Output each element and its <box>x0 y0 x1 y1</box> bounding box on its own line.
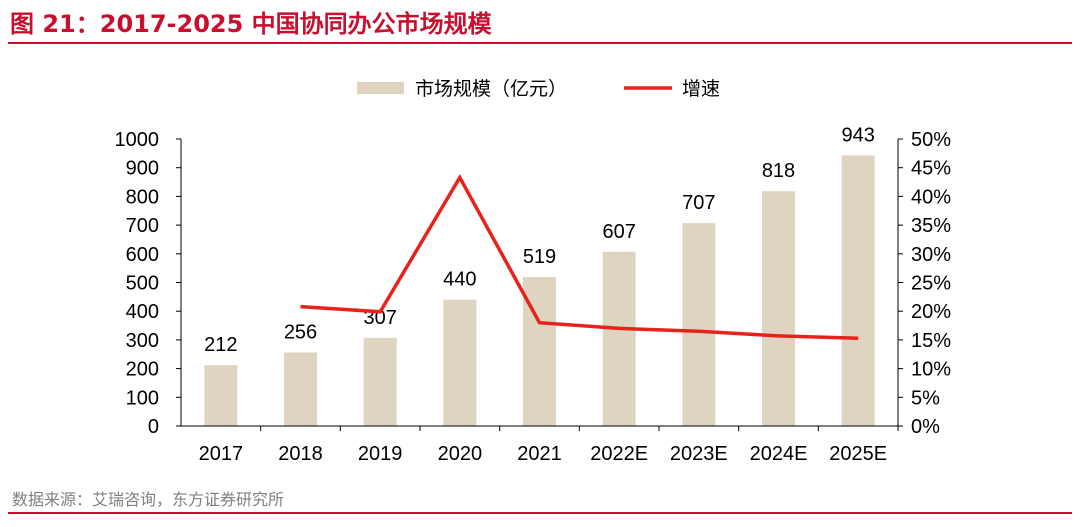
bar-label-2024E: 818 <box>762 160 795 182</box>
y-right-tick-label: 35% <box>911 215 951 237</box>
legend-label-bar: 市场规模（亿元） <box>415 78 567 100</box>
y-left-tick-label: 900 <box>126 158 159 180</box>
y-right-tick-label: 45% <box>911 158 951 180</box>
x-tick-label-2021: 2021 <box>517 443 562 465</box>
y-right-tick-label: 40% <box>911 186 951 208</box>
y-right-tick-label: 5% <box>911 387 940 409</box>
bar-2018 <box>284 352 317 426</box>
bar-2019 <box>363 337 397 426</box>
bar-2025E <box>841 155 875 426</box>
y-left-tick-label: 100 <box>126 387 159 409</box>
y-left-tick-label: 1000 <box>115 129 160 151</box>
x-tick-label-2025E: 2025E <box>829 443 887 465</box>
y-right-tick-label: 30% <box>911 244 951 266</box>
bar-2017 <box>204 365 238 426</box>
y-left-tick-label: 600 <box>126 244 159 266</box>
y-right-tick-label: 0% <box>911 416 940 438</box>
bar-label-2025E: 943 <box>841 124 874 146</box>
bar-2022E <box>602 251 636 426</box>
y-left-tick-label: 500 <box>126 273 159 295</box>
bar-2023E <box>682 223 716 426</box>
x-tick-label-2018: 2018 <box>278 443 323 465</box>
y-left-tick-label: 400 <box>126 301 159 323</box>
y-right-tick-label: 50% <box>911 129 951 151</box>
x-tick-label-2023E: 2023E <box>670 443 728 465</box>
x-tick-label-2020: 2020 <box>438 443 483 465</box>
x-tick-label-2024E: 2024E <box>750 443 808 465</box>
legend-label-line: 增速 <box>682 78 720 100</box>
bar-label-2018: 256 <box>284 322 317 344</box>
x-tick-label-2022E: 2022E <box>590 443 648 465</box>
y-right-tick-label: 25% <box>911 273 951 295</box>
y-right-tick-label: 10% <box>911 359 951 381</box>
source-note: 数据来源：艾瑞咨询，东方证券研究所 <box>12 490 285 509</box>
legend-swatch-bar <box>357 82 404 94</box>
bar-label-2022E: 607 <box>602 221 635 243</box>
y-left-tick-label: 0 <box>148 416 159 438</box>
bar-2020 <box>443 299 477 426</box>
bar-2024E <box>762 191 795 426</box>
bar-label-2020: 440 <box>443 269 476 291</box>
y-right-tick-label: 20% <box>911 301 951 323</box>
y-left-tick-label: 700 <box>126 215 159 237</box>
y-left-tick-label: 300 <box>126 330 159 352</box>
bar-label-2023E: 707 <box>682 192 715 214</box>
y-left-tick-label: 200 <box>126 359 159 381</box>
x-tick-label-2017: 2017 <box>199 443 244 465</box>
growth-line <box>300 173 859 340</box>
y-left-tick-label: 800 <box>126 186 159 208</box>
chart-title: 图 21：2017-2025 中国协同办公市场规模 <box>10 10 492 38</box>
bar-label-2017: 212 <box>204 334 237 356</box>
x-tick-label-2019: 2019 <box>358 443 403 465</box>
bottom-rule <box>8 512 1072 514</box>
y-right-tick-label: 15% <box>911 330 951 352</box>
bar-label-2021: 519 <box>523 246 556 268</box>
title-rule <box>8 42 1072 44</box>
